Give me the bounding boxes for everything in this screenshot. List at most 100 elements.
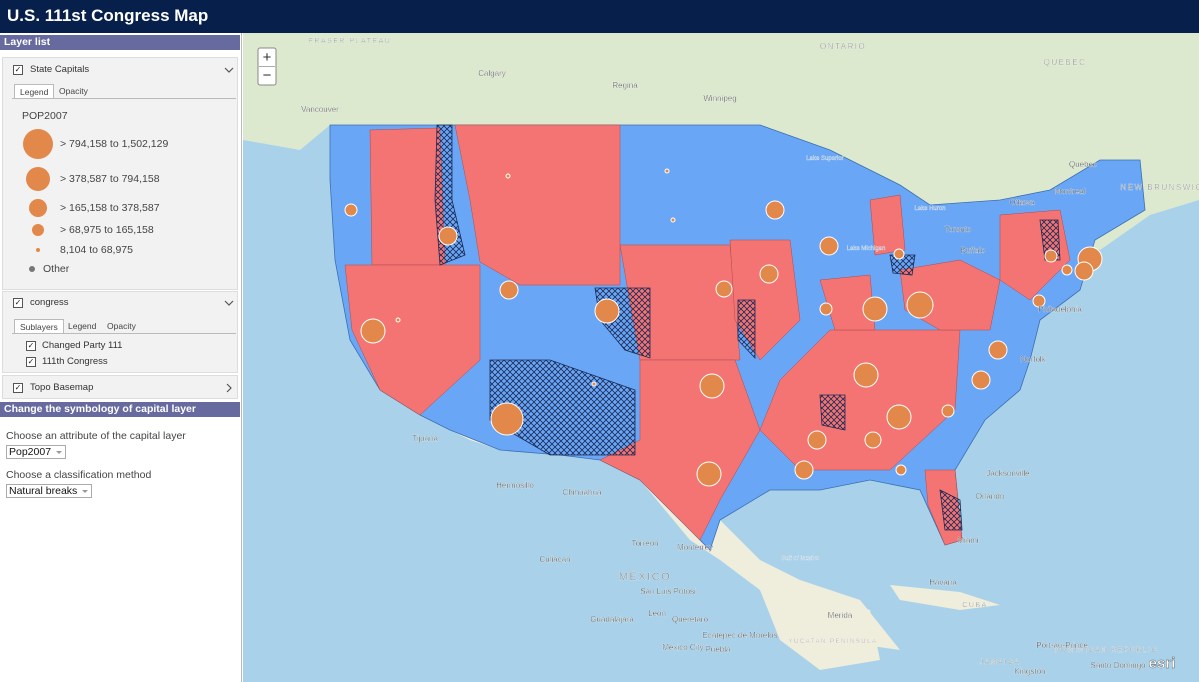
sublayer-name: 111th Congress bbox=[42, 356, 108, 367]
sublayer-name: Changed Party 111 bbox=[42, 340, 123, 351]
checkbox[interactable]: ✓ bbox=[13, 383, 23, 393]
legend-label: Other bbox=[43, 263, 70, 275]
legend-box bbox=[12, 98, 236, 289]
map-label: YUCATAN PENINSULA bbox=[789, 639, 878, 645]
map-label: Ottawa bbox=[1009, 198, 1035, 207]
method-select[interactable]: Natural breaks bbox=[6, 484, 93, 498]
tab[interactable]: Legend bbox=[14, 84, 55, 98]
mexico bbox=[380, 390, 900, 650]
attribute-select[interactable]: Pop2007 bbox=[6, 445, 67, 459]
symbology-bar: Change the symbology of capital layer bbox=[0, 402, 240, 417]
map-label: Miami bbox=[957, 536, 979, 545]
legend-label: > 165,158 to 378,587 bbox=[60, 202, 160, 214]
yucatan bbox=[760, 590, 880, 670]
legend-label: > 794,158 to 1,502,129 bbox=[60, 138, 169, 150]
expand-icon[interactable] bbox=[224, 299, 234, 307]
map-label: San Luis Potosi bbox=[640, 587, 696, 596]
map-label: Tijuana bbox=[412, 434, 438, 443]
map-label: NEW BRUNSWICK bbox=[1120, 183, 1199, 192]
capitals bbox=[344, 168, 1103, 487]
checkbox[interactable]: ✓ bbox=[13, 65, 23, 75]
legend-symbol bbox=[26, 167, 50, 191]
checkbox[interactable]: ✓ bbox=[26, 357, 36, 367]
map-label: Lake Superior bbox=[806, 156, 843, 162]
tab[interactable]: Opacity bbox=[59, 86, 88, 96]
zoom-in[interactable]: + bbox=[263, 49, 272, 66]
layer-name[interactable]: congress bbox=[30, 297, 69, 308]
expand-icon[interactable] bbox=[225, 383, 233, 393]
legend-symbol bbox=[32, 224, 44, 236]
map-label: Lake Michigan bbox=[847, 246, 886, 252]
layer-section bbox=[2, 291, 238, 373]
map-label: Havana bbox=[929, 578, 957, 587]
map-label: Leon bbox=[648, 609, 666, 618]
field-label: Choose an attribute of the capital layer bbox=[6, 430, 186, 442]
esri-logo: esri bbox=[1149, 655, 1176, 672]
legend-symbol bbox=[29, 266, 35, 272]
map-label: DOMINICAN REPUBLIC bbox=[1054, 647, 1158, 654]
map-label: Norfolk bbox=[1020, 355, 1046, 364]
legend-symbol bbox=[36, 248, 40, 252]
map-label: Quebec bbox=[1069, 160, 1097, 169]
map-label: Hermosillo bbox=[496, 481, 534, 490]
map-label: Calgary bbox=[478, 69, 506, 78]
map-label: Monterrey bbox=[677, 543, 713, 552]
map-label: CUBA bbox=[962, 602, 987, 609]
map-label: QUEBEC bbox=[1044, 58, 1087, 67]
cuba bbox=[890, 585, 1000, 610]
map[interactable]: FRASER PLATEAU Calgary Regina Winnipeg ONTAR… bbox=[243, 33, 1199, 682]
layer-section bbox=[2, 375, 238, 399]
changed-districts bbox=[434, 124, 1061, 531]
legend-field: POP2007 bbox=[22, 110, 68, 122]
map-label: JAMAICA bbox=[980, 659, 1021, 666]
map-label: Culiacan bbox=[539, 555, 570, 564]
header: U.S. 111st Congress Map bbox=[0, 0, 1199, 33]
checkbox[interactable]: ✓ bbox=[13, 298, 23, 308]
map-label: Mexico City bbox=[662, 643, 703, 652]
zoom-out[interactable]: − bbox=[263, 67, 272, 84]
map-label: Torreon bbox=[631, 539, 658, 548]
map-label: Vancouver bbox=[301, 105, 339, 114]
map-label: Ecatepec de Morelos bbox=[702, 631, 777, 640]
map-label: Santo Domingo bbox=[1090, 661, 1146, 670]
checkbox[interactable]: ✓ bbox=[26, 341, 36, 351]
map-label: Puebla bbox=[706, 645, 731, 654]
tab-divider bbox=[12, 333, 236, 334]
map-label: Chihuahua bbox=[563, 488, 602, 497]
app-title: U.S. 111st Congress Map bbox=[7, 6, 209, 25]
map-label: ONTARIO bbox=[820, 42, 866, 51]
expand-icon[interactable] bbox=[224, 66, 234, 74]
map-label: Buffalo bbox=[961, 246, 986, 255]
map-label: Montreal bbox=[1054, 187, 1085, 196]
map-label: FRASER PLATEAU bbox=[309, 38, 392, 45]
legend-symbols bbox=[23, 129, 53, 272]
layer-name[interactable]: State Capitals bbox=[30, 64, 90, 75]
legend-symbol bbox=[29, 199, 47, 217]
map-label: Gulf of Mexico bbox=[781, 556, 820, 562]
map-label: Philadelphia bbox=[1038, 305, 1082, 314]
map-label: Regina bbox=[612, 81, 638, 90]
tab[interactable]: Sublayers bbox=[14, 319, 64, 333]
map-label: Jacksonville bbox=[986, 469, 1030, 478]
republican-districts bbox=[344, 124, 1071, 546]
map-label: Toronto bbox=[945, 225, 972, 234]
legend-label: > 68,975 to 165,158 bbox=[60, 224, 154, 236]
map-label: Lake Huron bbox=[914, 206, 945, 212]
map-label: Guadalajara bbox=[590, 615, 634, 624]
tab[interactable]: Opacity bbox=[107, 321, 136, 331]
map-label: Orlando bbox=[976, 492, 1005, 501]
layer-list-bar: Layer list bbox=[0, 35, 240, 50]
map-label: Merida bbox=[828, 611, 853, 620]
map-label: Queretaro bbox=[672, 615, 709, 624]
tab[interactable]: Legend bbox=[68, 321, 97, 331]
zoom-control[interactable] bbox=[257, 47, 277, 86]
canada bbox=[243, 33, 1199, 250]
layer-name[interactable]: Topo Basemap bbox=[30, 382, 94, 393]
field-label: Choose a classification method bbox=[6, 469, 152, 481]
map-label: Port-au-Prince bbox=[1036, 641, 1088, 650]
legend-label: > 378,587 to 794,158 bbox=[60, 173, 160, 185]
map-label: Winnipeg bbox=[703, 94, 736, 103]
map-label: MÉXICO bbox=[619, 570, 671, 583]
map-label: Kingston bbox=[1014, 667, 1045, 676]
